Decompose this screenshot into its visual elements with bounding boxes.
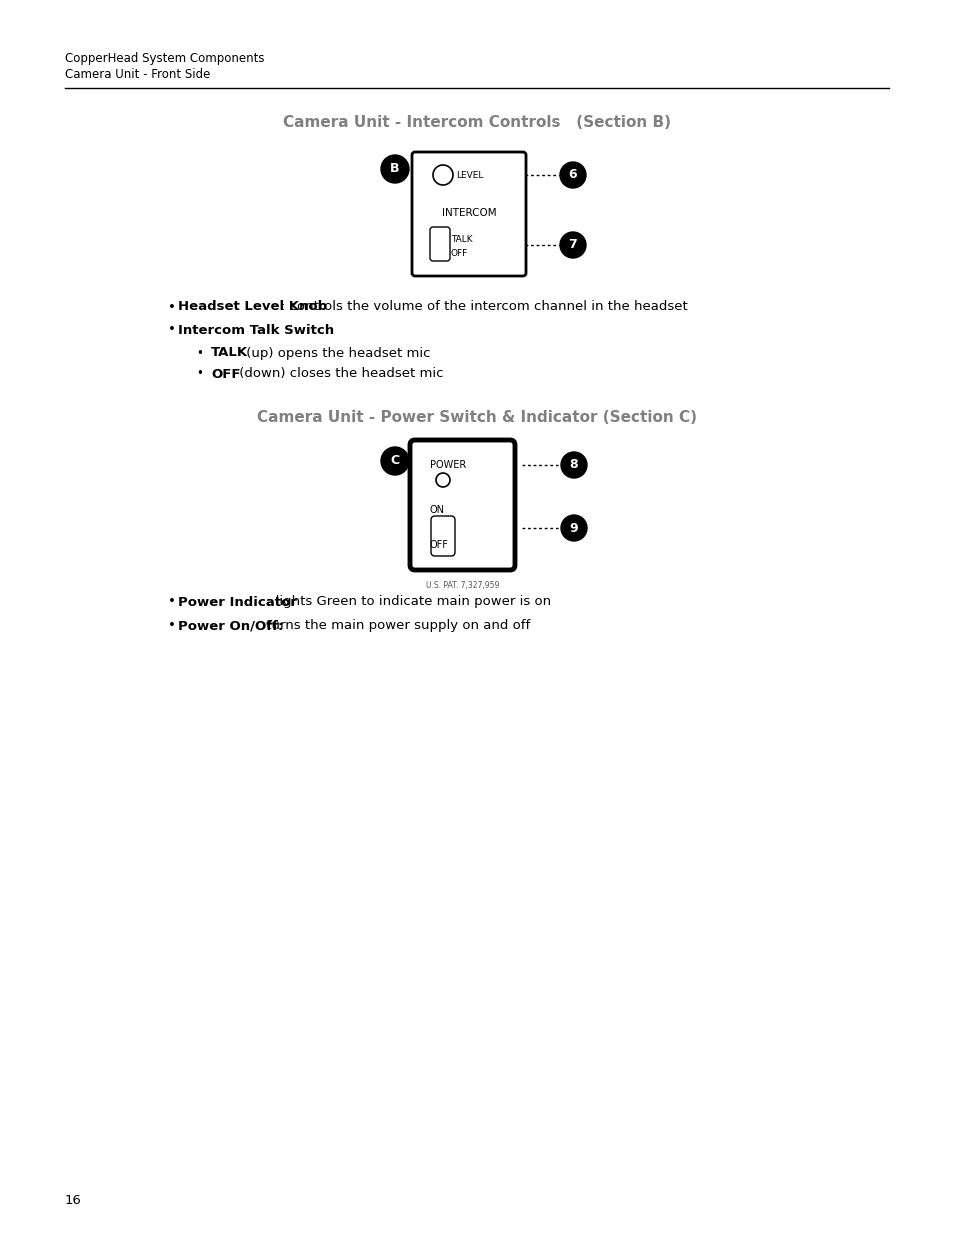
Text: (down) closes the headset mic: (down) closes the headset mic	[234, 368, 443, 380]
Circle shape	[560, 515, 586, 541]
Text: Camera Unit - Front Side: Camera Unit - Front Side	[65, 68, 211, 82]
Text: POWER: POWER	[430, 459, 466, 471]
Text: 6: 6	[568, 168, 577, 182]
Text: Power On/Off:: Power On/Off:	[178, 620, 283, 632]
Text: Camera Unit - Intercom Controls   (Section B): Camera Unit - Intercom Controls (Section…	[283, 115, 670, 130]
Text: OFF: OFF	[211, 368, 240, 380]
Text: : lights Green to indicate main power is on: : lights Green to indicate main power is…	[267, 595, 551, 609]
Text: •: •	[168, 620, 175, 632]
Text: OFF: OFF	[451, 249, 468, 258]
Text: TALK: TALK	[211, 347, 248, 359]
Text: •: •	[168, 595, 175, 609]
Text: : controls the volume of the intercom channel in the headset: : controls the volume of the intercom ch…	[281, 300, 687, 314]
Text: OFF: OFF	[430, 540, 449, 550]
Text: •: •	[168, 300, 175, 314]
Text: turns the main power supply on and off: turns the main power supply on and off	[262, 620, 530, 632]
Text: •: •	[195, 368, 203, 380]
Circle shape	[559, 232, 585, 258]
Text: 9: 9	[569, 521, 578, 535]
Text: ON: ON	[430, 505, 444, 515]
Text: U.S. PAT. 7,327,959: U.S. PAT. 7,327,959	[425, 580, 498, 590]
Text: Power Indicator: Power Indicator	[178, 595, 296, 609]
Text: C: C	[390, 454, 399, 468]
FancyBboxPatch shape	[431, 516, 455, 556]
FancyBboxPatch shape	[412, 152, 525, 275]
Circle shape	[380, 447, 409, 475]
Text: Camera Unit - Power Switch & Indicator (Section C): Camera Unit - Power Switch & Indicator (…	[256, 410, 697, 425]
Circle shape	[436, 473, 450, 487]
Circle shape	[559, 162, 585, 188]
Text: (up) opens the headset mic: (up) opens the headset mic	[242, 347, 430, 359]
FancyBboxPatch shape	[430, 227, 450, 261]
Text: LEVEL: LEVEL	[456, 170, 483, 179]
Text: B: B	[390, 163, 399, 175]
Text: 8: 8	[569, 458, 578, 472]
Text: 16: 16	[65, 1193, 82, 1207]
Circle shape	[433, 165, 453, 185]
Text: CopperHead System Components: CopperHead System Components	[65, 52, 264, 65]
FancyBboxPatch shape	[410, 440, 515, 571]
Text: Headset Level Knob: Headset Level Knob	[178, 300, 327, 314]
Circle shape	[380, 156, 409, 183]
Text: •: •	[168, 324, 175, 336]
Text: Intercom Talk Switch: Intercom Talk Switch	[178, 324, 334, 336]
Text: 7: 7	[568, 238, 577, 252]
Text: TALK: TALK	[451, 236, 472, 245]
Circle shape	[560, 452, 586, 478]
Text: •: •	[195, 347, 203, 359]
Text: INTERCOM: INTERCOM	[441, 207, 496, 219]
